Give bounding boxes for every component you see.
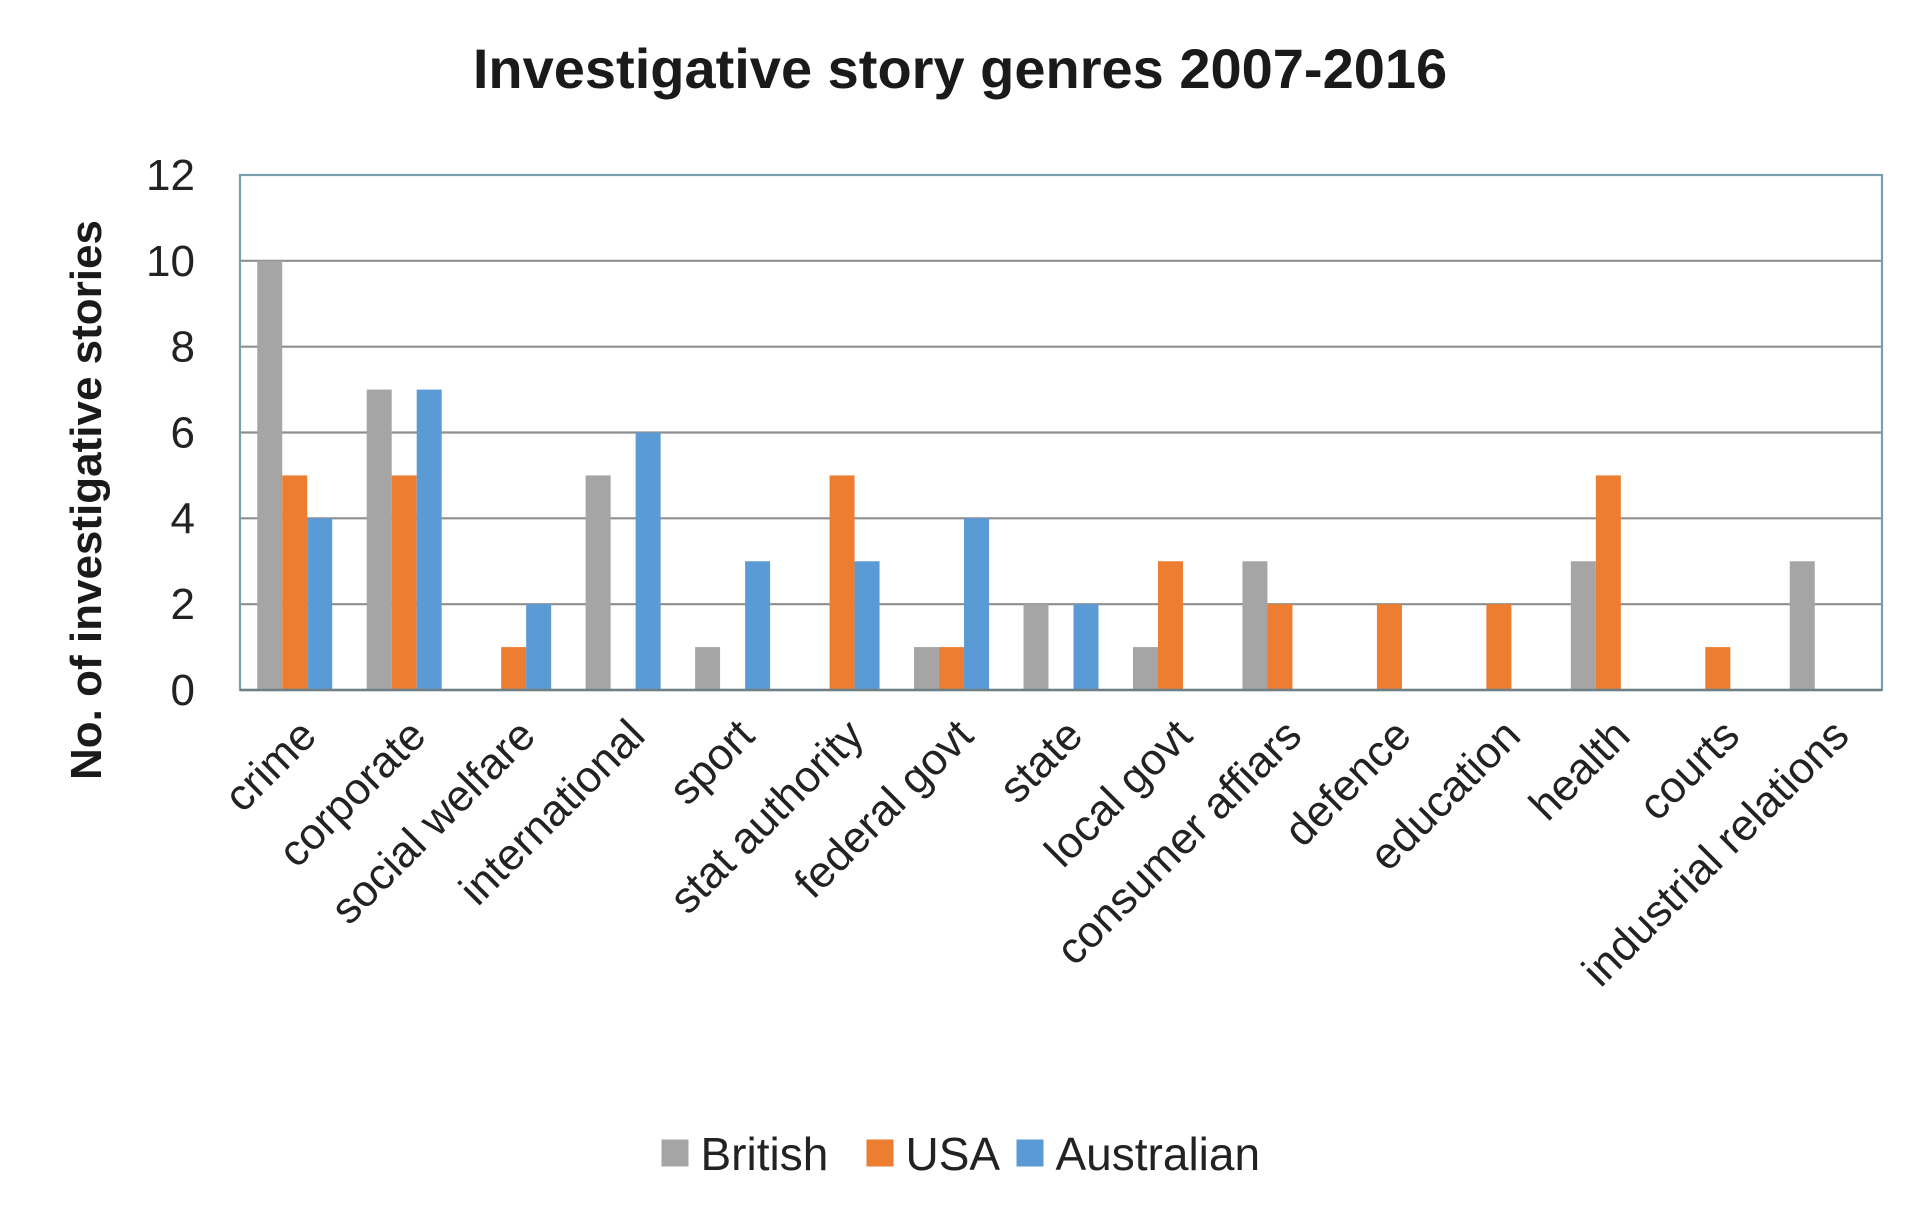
legend-item-british: British	[661, 1128, 829, 1180]
bar-british-federal-govt	[914, 647, 940, 690]
bar-australian-sport	[745, 561, 771, 690]
bar-australian-stat-authority	[854, 561, 880, 690]
bar-usa-corporate	[391, 475, 417, 690]
y-tick-label: 4	[171, 494, 195, 543]
bar-british-sport	[695, 647, 721, 690]
bar-usa-education	[1486, 604, 1512, 690]
bars	[257, 260, 1815, 690]
legend: British USA Australian	[661, 1128, 1261, 1180]
bar-australian-crime	[307, 518, 333, 690]
legend-label: USA	[906, 1128, 1001, 1180]
bar-usa-courts	[1705, 647, 1731, 690]
bar-australian-social-welfare	[526, 604, 552, 690]
y-tick-label: 12	[146, 151, 195, 200]
bar-australian-international	[635, 432, 661, 690]
bar-usa-consumer-affiars	[1267, 604, 1293, 690]
y-tick-label: 10	[146, 237, 195, 286]
x-tick-label: health	[1520, 710, 1639, 829]
bar-usa-stat-authority	[829, 475, 855, 690]
legend-swatch	[1016, 1139, 1044, 1167]
bar-australian-corporate	[416, 389, 442, 690]
legend-item-australian: Australian	[1016, 1128, 1261, 1180]
y-axis-title: No. of investigative stories	[62, 220, 111, 780]
chart-title: Investigative story genres 2007-2016	[473, 37, 1447, 100]
bar-british-industrial-relations	[1789, 561, 1815, 690]
x-tick-label: sport	[660, 710, 764, 814]
bar-british-corporate	[366, 389, 392, 690]
y-tick-labels: 0 2 4 6 8 10 12	[146, 151, 195, 715]
bar-usa-health	[1595, 475, 1621, 690]
y-tick-label: 8	[171, 323, 195, 372]
bar-british-international	[585, 475, 611, 690]
y-tick-label: 0	[171, 666, 195, 715]
bar-usa-social-welfare	[501, 647, 527, 690]
legend-label: Australian	[1056, 1128, 1261, 1180]
legend-swatch	[661, 1139, 689, 1167]
bar-usa-local-govt	[1157, 561, 1183, 690]
bar-australian-federal-govt	[964, 518, 990, 690]
plot-border	[238, 173, 1884, 692]
gridlines	[240, 259, 1882, 606]
bar-british-health	[1570, 561, 1596, 690]
bar-usa-federal-govt	[939, 647, 965, 690]
legend-swatch	[866, 1139, 894, 1167]
bar-australian-state	[1073, 604, 1099, 690]
bar-british-state	[1023, 604, 1049, 690]
legend-label: British	[701, 1128, 829, 1180]
x-tick-label: state	[990, 710, 1092, 812]
y-tick-label: 6	[171, 409, 195, 458]
bar-usa-crime	[282, 475, 308, 690]
bar-usa-defence	[1376, 604, 1402, 690]
bar-british-crime	[257, 260, 283, 690]
bar-british-local-govt	[1132, 647, 1158, 690]
legend-item-usa: USA	[866, 1128, 1001, 1180]
bar-british-consumer-affiars	[1242, 561, 1268, 690]
y-tick-label: 2	[171, 580, 195, 629]
